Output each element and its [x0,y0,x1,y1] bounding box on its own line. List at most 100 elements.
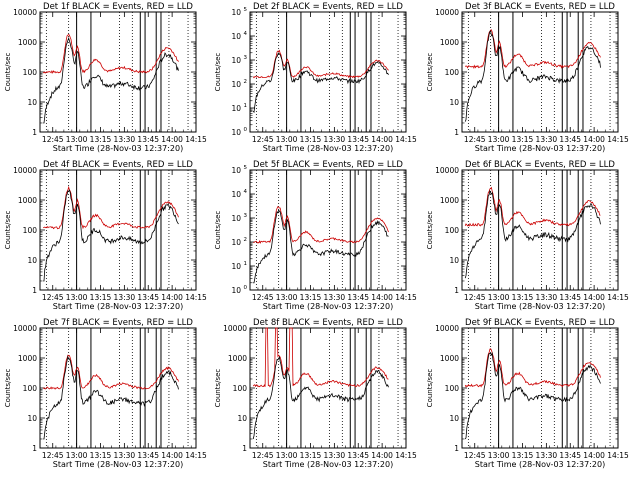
x-tick-label: 14:00 [583,135,605,144]
x-axis-label: Start Time (28-Nov-03 12:37:20) [53,302,183,311]
y-tick-label: 1 [32,286,37,295]
y-axis-label: Counts/sec [4,211,12,250]
y-tick-label: 1 [454,286,459,295]
x-axis-label: Start Time (28-Nov-03 12:37:20) [475,460,605,469]
y-tick-label: 10 [449,414,459,423]
y-tick-label: 10 [231,32,241,41]
y-tick-label: 1 [454,128,459,137]
y-axis-label: Counts/sec [426,211,434,250]
y-tick-label: 10 [231,80,241,89]
panel-title: Det 1f BLACK = Events, RED = LLD [43,2,193,12]
lld-series [252,327,389,388]
plot-frame [461,327,619,449]
x-tick-label: 13:45 [137,451,159,460]
lld-series [464,186,601,227]
events-series [253,208,389,284]
events-series [464,189,601,279]
y-tick-label: 10 [231,190,241,199]
y-axis-label: Counts/sec [214,211,222,250]
y-tick-label: 1000 [228,354,247,363]
x-axis-label: Start Time (28-Nov-03 12:37:20) [53,144,183,153]
y-tick-label: 100 [445,226,460,235]
y-tick-label: 1000 [440,38,459,47]
y-tick-label: 1000 [440,196,459,205]
x-tick-label: 14:00 [371,135,393,144]
panel-8: Det 8f BLACK = Events, RED = LLD 1 10 100 10… [214,318,417,469]
y-tick-label: 1 [32,444,37,453]
y-tick-label: 1 [32,128,37,137]
y-axis-label: Counts/sec [214,369,222,408]
x-tick-label: 13:00 [66,135,88,144]
panel-6: Det 6f BLACK = Events, RED = LLD 1 10 100 10… [426,160,629,311]
x-axis-label: Start Time (28-Nov-03 12:37:20) [475,144,605,153]
y-tick-label: 10 [231,56,241,65]
panel-1: Det 1f BLACK = Events, RED = LLD 1 10 100 10… [4,2,207,153]
y-tick-label: 10000 [13,166,37,175]
x-tick-label: 12:45 [252,293,274,302]
y-tick-label: 1000 [440,354,459,363]
y-tick-label: 10 [237,414,247,423]
x-tick-label: 13:30 [324,451,346,460]
x-tick-label: 14:00 [161,135,183,144]
x-tick-label: 12:45 [252,451,274,460]
x-tick-label: 13:30 [114,451,136,460]
x-tick-label: 14:00 [371,451,393,460]
y-axis-label: Counts/sec [4,53,12,92]
y-tick-exponent: 0 [244,127,248,133]
x-tick-label: 13:30 [324,135,346,144]
plot-frame [249,11,407,133]
x-tick-label: 13:00 [66,293,88,302]
x-tick-label: 13:45 [559,135,581,144]
x-tick-label: 13:00 [488,451,510,460]
y-tick-exponent: 1 [244,261,248,267]
x-tick-label: 14:15 [185,135,207,144]
y-axis-label: Counts/sec [426,53,434,92]
x-tick-label: 13:30 [536,451,558,460]
y-tick-label: 1 [454,444,459,453]
y-tick-label: 10 [449,256,459,265]
y-tick-exponent: 2 [244,79,248,85]
lld-series [42,33,179,74]
y-tick-label: 100 [445,384,460,393]
plot-frame [249,327,407,449]
plot-frame [249,169,407,291]
x-tick-label: 12:45 [464,451,486,460]
x-tick-label: 14:15 [395,293,417,302]
y-tick-label: 1000 [18,38,37,47]
x-tick-label: 13:00 [276,293,298,302]
panel-title: Det 2f BLACK = Events, RED = LLD [253,2,403,12]
x-tick-label: 13:30 [114,293,136,302]
x-tick-label: 14:15 [607,293,629,302]
events-series [464,30,601,122]
x-tick-label: 13:30 [536,135,558,144]
y-tick-label: 10 [231,8,241,17]
x-tick-label: 13:15 [300,293,322,302]
x-tick-label: 13:45 [137,293,159,302]
panel-title: Det 5f BLACK = Events, RED = LLD [253,160,403,170]
x-tick-label: 13:15 [90,135,112,144]
y-tick-label: 10 [27,414,37,423]
y-tick-label: 10000 [223,324,247,333]
x-tick-label: 14:00 [371,293,393,302]
x-tick-label: 13:15 [512,293,534,302]
x-tick-label: 12:45 [42,293,64,302]
x-tick-label: 14:00 [161,293,183,302]
y-axis-label: Counts/sec [426,369,434,408]
y-tick-label: 100 [23,384,38,393]
plot-frame [39,11,197,133]
x-tick-label: 14:15 [185,293,207,302]
y-tick-label: 10 [27,256,37,265]
y-tick-label: 10 [449,98,459,107]
y-tick-exponent: 4 [244,31,248,37]
x-tick-label: 13:15 [512,451,534,460]
plot-frame [39,169,197,291]
y-tick-label: 10000 [435,8,459,17]
events-series [464,351,601,440]
events-series [252,52,389,114]
y-tick-exponent: 3 [244,213,248,219]
x-tick-label: 12:45 [464,135,486,144]
lld-series [42,354,179,390]
panel-title: Det 6f BLACK = Events, RED = LLD [465,160,615,170]
